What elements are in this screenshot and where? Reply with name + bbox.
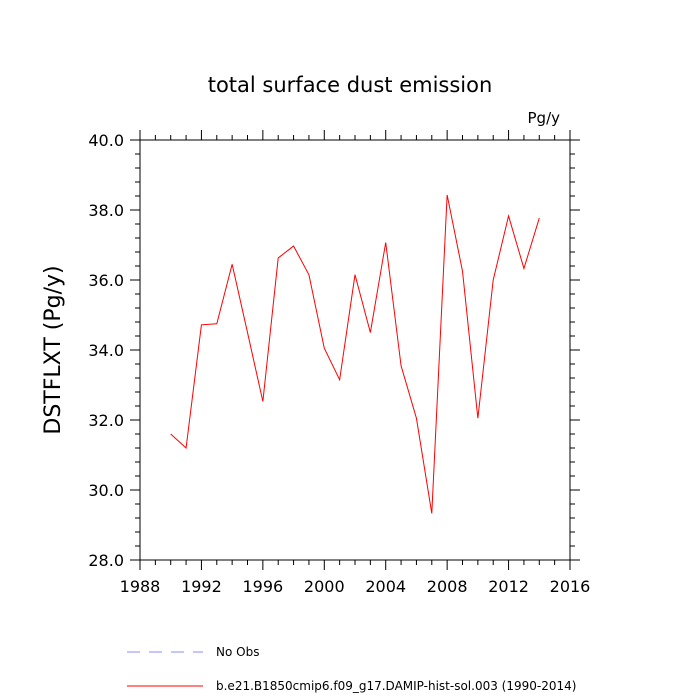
y-tick-label: 36.0 [88,271,124,290]
y-tick-label: 30.0 [88,481,124,500]
legend: No Obs b.e21.B1850cmip6.f09_g17.DAMIP-hi… [127,645,576,693]
y-tick-labels: 28.0 30.0 32.0 34.0 36.0 38.0 40.0 [88,131,124,570]
y-tick-label: 34.0 [88,341,124,360]
chart-title: total surface dust emission [208,73,493,97]
x-tick-label: 2004 [365,577,406,596]
plot-frame [139,139,571,561]
x-tick-label: 1992 [181,577,222,596]
y-tick-label: 38.0 [88,201,124,220]
x-tick-label: 1996 [242,577,283,596]
y-tick-label: 40.0 [88,131,124,150]
x-tick-label: 2012 [488,577,529,596]
x-tick-label: 2000 [304,577,345,596]
legend-label-no-obs: No Obs [216,645,259,659]
x-tick-labels: 1988 1992 1996 2000 2004 2008 2012 2016 [120,577,591,596]
x-tick-label: 1988 [120,577,161,596]
y-tick-label: 28.0 [88,551,124,570]
legend-label-model: b.e21.B1850cmip6.f09_g17.DAMIP-hist-sol.… [216,679,576,693]
y-tick-label: 32.0 [88,411,124,430]
axis-ticks [130,130,580,570]
series-layer [170,194,540,514]
units-label: Pg/y [528,109,561,127]
y-axis-label: DSTFLXT (Pg/y) [41,265,66,434]
series-line-0 [170,194,540,514]
x-tick-label: 2008 [427,577,468,596]
x-tick-label: 2016 [550,577,591,596]
